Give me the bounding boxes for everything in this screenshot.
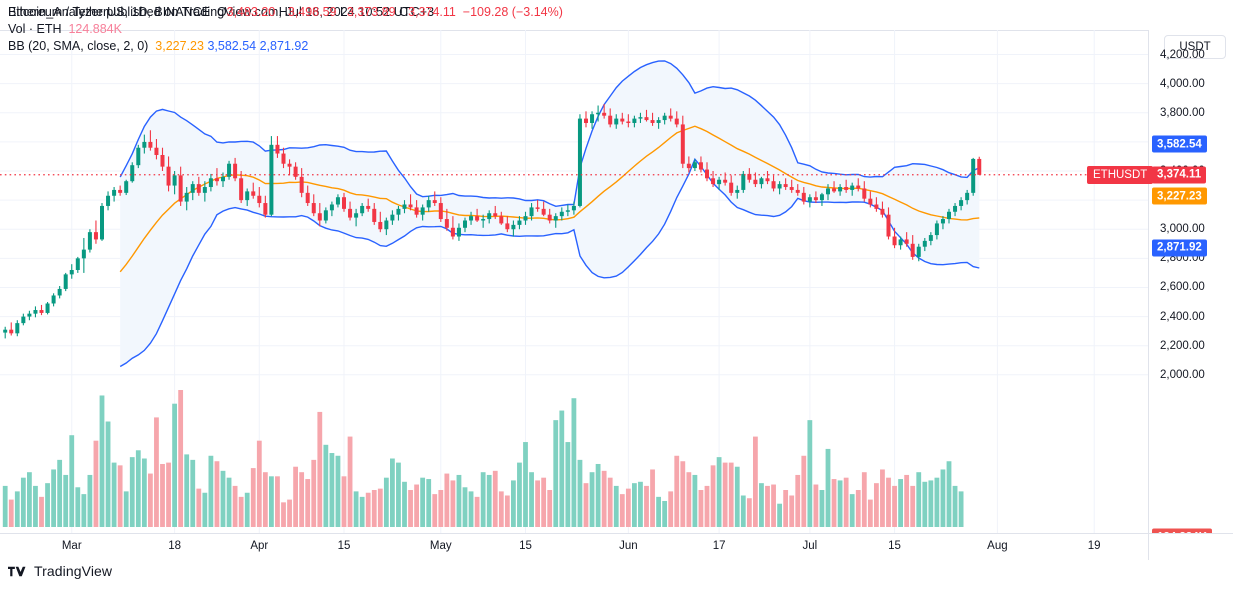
time-tick-label: 19: [1087, 540, 1101, 552]
footer-branding: TradingView: [8, 563, 112, 579]
price-tick-label: 2,000.00: [1160, 368, 1205, 381]
time-tick-label: May: [429, 540, 452, 552]
tradingview-brand-name: TradingView: [34, 563, 113, 579]
currency-unit-button[interactable]: USDT: [1164, 35, 1226, 59]
time-tick-label: Apr: [250, 540, 269, 552]
series-price-label[interactable]: ETHUSDT: [1086, 165, 1154, 184]
price-tick-label: 2,200.00: [1160, 339, 1205, 352]
bb-lower-tag[interactable]: 2,871.92: [1152, 239, 1207, 257]
price-tick-label: 4,200.00: [1160, 48, 1205, 61]
bb-upper-tag[interactable]: 3,582.54: [1152, 135, 1207, 153]
price-tick-label: 2,400.00: [1160, 310, 1205, 323]
last-price-tag[interactable]: 3,374.11: [1152, 166, 1207, 184]
time-tick-label: 17: [712, 540, 726, 552]
price-tick-label: 3,000.00: [1160, 223, 1205, 236]
price-tick-label: 2,600.00: [1160, 281, 1205, 294]
legend-change: −109.28 (−3.14%): [462, 5, 563, 19]
price-tick-label: 3,800.00: [1160, 106, 1205, 119]
bb-basis-tag[interactable]: 3,227.23: [1152, 187, 1207, 205]
time-tick-label: 15: [337, 540, 351, 552]
bb-upper-line: [119, 60, 980, 208]
publisher-line: Bitcoin_Analyzer published on TradingVie…: [8, 5, 435, 19]
price-tick-label: 4,000.00: [1160, 77, 1205, 90]
bb-lower-line: [119, 157, 980, 368]
time-tick-label: Aug: [987, 540, 1008, 552]
tradingview-logo-icon: [8, 566, 26, 576]
time-tick-label: 18: [168, 540, 181, 552]
price-chart-svg: [0, 30, 1148, 533]
time-tick-label: 15: [888, 540, 901, 552]
time-axis[interactable]: Mar 18 Apr 15 May 15 Jun 17 Jul 15 Aug 19: [0, 533, 1233, 560]
time-tick-label: Jun: [619, 540, 638, 552]
time-tick-label: Mar: [61, 540, 82, 552]
candlestick-series: [3, 104, 982, 339]
price-axis[interactable]: USDT 4,200.004,000.003,800.003,600.003,4…: [1148, 30, 1233, 546]
time-axis-separator: [1148, 534, 1149, 560]
volume-series: [2, 390, 964, 527]
chart-plot-area[interactable]: [0, 30, 1148, 533]
time-tick-label: Jul: [802, 540, 818, 552]
time-tick-label: 15: [519, 540, 532, 552]
